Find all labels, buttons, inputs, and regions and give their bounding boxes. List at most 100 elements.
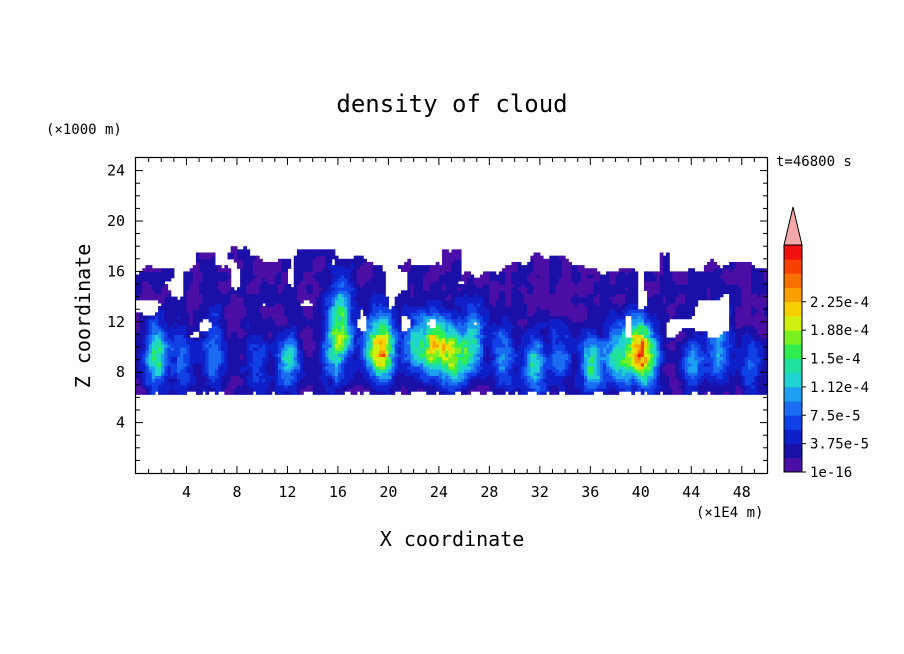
field-cell — [347, 299, 352, 304]
field-cell — [470, 287, 475, 291]
field-cell — [423, 347, 427, 351]
field-cell — [325, 378, 330, 383]
field-cell — [249, 315, 254, 320]
field-cell — [442, 274, 446, 279]
field-cell — [189, 299, 194, 304]
field-cell — [435, 334, 440, 339]
field-cell — [489, 384, 494, 389]
field-cell — [240, 347, 244, 351]
field-cell — [230, 343, 235, 348]
field-cell — [303, 365, 307, 370]
field-cell — [208, 312, 213, 317]
field-cell — [331, 306, 336, 310]
field-cell — [142, 391, 147, 395]
field-cell — [505, 309, 509, 313]
field-cell — [527, 296, 531, 301]
field-cell — [211, 309, 216, 313]
field-cell — [287, 350, 292, 354]
field-cell — [230, 369, 235, 373]
field-cell — [432, 328, 437, 332]
field-cell — [337, 381, 342, 386]
field-cell — [322, 287, 326, 291]
field-cell — [486, 315, 490, 320]
field-cell — [199, 381, 203, 386]
field-cell — [236, 315, 241, 320]
field-cell — [492, 356, 497, 361]
field-cell — [259, 347, 263, 351]
field-cell — [296, 359, 301, 364]
field-cell — [249, 391, 254, 395]
field-cell — [230, 249, 235, 254]
field-cell — [322, 274, 326, 279]
field-cell — [457, 296, 462, 301]
field-cell — [378, 328, 383, 332]
field-cell — [388, 347, 393, 351]
field-cell — [520, 331, 525, 335]
field-cell — [438, 391, 443, 395]
field-cell — [378, 356, 383, 361]
field-cell — [360, 280, 364, 285]
field-cell — [243, 387, 248, 392]
field-cell — [183, 378, 188, 383]
field-cell — [315, 387, 320, 392]
field-cell — [315, 252, 320, 257]
field-cell — [284, 287, 289, 291]
field-cell — [240, 249, 244, 254]
field-cell — [360, 277, 364, 282]
field-cell — [296, 356, 301, 361]
field-cell — [334, 340, 339, 345]
field-cell — [356, 290, 361, 295]
field-cell — [255, 299, 260, 304]
field-cell — [268, 378, 273, 383]
field-cell — [271, 343, 276, 348]
field-cell — [199, 356, 203, 361]
field-cell — [205, 296, 210, 301]
field-cell — [391, 328, 396, 332]
field-cell — [240, 353, 244, 358]
field-cell — [274, 347, 279, 351]
field-cell — [429, 350, 434, 354]
field-cell — [240, 274, 244, 279]
field-cell — [360, 369, 364, 373]
field-cell — [347, 331, 352, 335]
field-cell — [255, 372, 260, 376]
field-cell — [413, 274, 418, 279]
field-cell — [328, 287, 333, 291]
field-cell — [164, 318, 169, 323]
field-cell — [271, 334, 276, 339]
field-cell — [353, 280, 358, 285]
field-cell — [341, 362, 345, 367]
field-cell — [378, 334, 383, 339]
field-cell — [366, 268, 371, 272]
field-cell — [236, 365, 241, 370]
field-cell — [268, 384, 273, 389]
field-cell — [290, 369, 295, 373]
field-cell — [483, 299, 487, 304]
field-cell — [451, 369, 456, 373]
field-cell — [262, 337, 266, 342]
field-cell — [325, 350, 330, 354]
field-cell — [189, 287, 194, 291]
field-cell — [511, 340, 516, 345]
field-cell — [416, 265, 421, 269]
field-cell — [259, 312, 263, 317]
field-cell — [227, 334, 232, 339]
field-cell — [460, 306, 465, 310]
field-cell — [227, 252, 232, 257]
field-cell — [240, 252, 244, 257]
field-cell — [227, 296, 232, 301]
field-cell — [448, 309, 453, 313]
field-cell — [322, 347, 326, 351]
field-cell — [318, 258, 323, 263]
field-cell — [331, 362, 336, 367]
field-cell — [454, 258, 459, 263]
field-cell — [432, 287, 437, 291]
field-cell — [309, 359, 314, 364]
field-cell — [236, 261, 241, 266]
field-cell — [240, 299, 244, 304]
field-cell — [259, 287, 263, 291]
field-cell — [492, 359, 497, 364]
field-cell — [154, 296, 159, 301]
field-cell — [366, 347, 371, 351]
field-cell — [211, 280, 216, 285]
